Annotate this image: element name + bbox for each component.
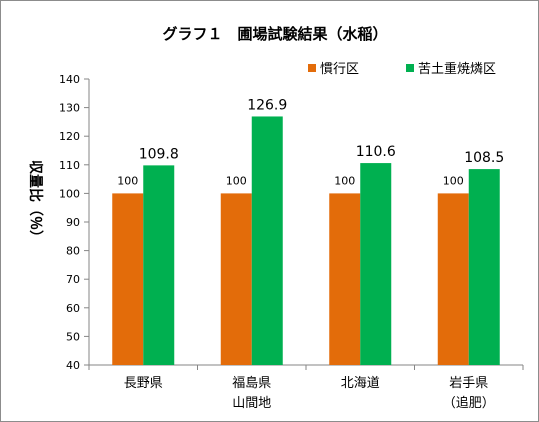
y-tick-label: 100 <box>59 187 80 200</box>
y-tick-label: 50 <box>66 330 80 343</box>
bar <box>112 193 144 365</box>
y-tick-label: 90 <box>66 216 80 229</box>
y-tick-label: 140 <box>59 73 80 86</box>
legend-swatch <box>308 64 316 72</box>
data-label: 100 <box>226 174 247 187</box>
y-tick-label: 120 <box>59 130 80 143</box>
bar <box>468 169 500 365</box>
data-label: 100 <box>334 174 355 187</box>
data-label: 110.6 <box>356 144 396 160</box>
x-tick-label: 岩手県 <box>449 376 488 391</box>
legend-label: 苦土重焼燐区 <box>418 61 496 77</box>
y-tick-label: 60 <box>66 302 80 315</box>
legend-swatch <box>406 64 414 72</box>
y-tick-label: 40 <box>66 359 80 372</box>
y-tick-label: 110 <box>59 159 80 172</box>
legend: 慣行区 苦土重焼燐区 <box>308 61 496 77</box>
data-label: 109.8 <box>139 146 179 162</box>
data-label: 126.9 <box>247 97 287 113</box>
x-tick-label: （追肥） <box>443 395 495 411</box>
y-tick-label: 80 <box>66 245 80 258</box>
legend-label: 慣行区 <box>320 61 359 77</box>
data-label: 100 <box>443 174 464 187</box>
y-tick-label: 70 <box>66 273 80 286</box>
x-tick-label: 北海道 <box>341 376 380 391</box>
x-tick-label: 福島県 <box>232 376 271 391</box>
y-axis-title: 収量比（％） <box>27 160 44 244</box>
bars <box>112 116 500 365</box>
bar <box>220 193 252 365</box>
chart-title: グラフ１ 圃場試験結果（水稲） <box>162 25 387 43</box>
bar <box>360 163 392 365</box>
data-label: 108.5 <box>464 150 504 166</box>
data-label: 100 <box>117 174 138 187</box>
x-tick-label: 長野県 <box>124 376 163 391</box>
bar <box>251 116 283 365</box>
bar <box>143 165 175 365</box>
bar <box>329 193 361 365</box>
y-tick-label: 130 <box>59 102 80 115</box>
bar <box>437 193 469 365</box>
x-tick-label: 山間地 <box>232 396 271 411</box>
